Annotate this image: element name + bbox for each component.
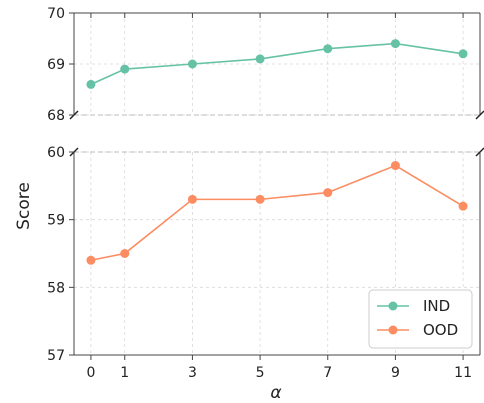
legend-marker-ood bbox=[388, 325, 398, 335]
x-axis: 0 1 3 5 7 9 11 bbox=[86, 355, 472, 381]
data-point-ood bbox=[120, 249, 130, 258]
data-point-ind bbox=[390, 39, 400, 49]
x-tick-label: 3 bbox=[188, 365, 197, 381]
data-point-ind bbox=[187, 59, 197, 69]
x-tick-label: 7 bbox=[323, 365, 332, 381]
data-point-ind bbox=[458, 49, 468, 59]
bottom-panel: 57 58 59 60 bbox=[47, 145, 484, 364]
x-tick-label: 11 bbox=[454, 365, 472, 381]
data-point-ood bbox=[255, 194, 265, 204]
x-axis-title: α bbox=[270, 383, 281, 403]
y-tick-label: 60 bbox=[47, 145, 65, 161]
y-tick-label: 68 bbox=[47, 108, 65, 124]
break-mark bbox=[475, 110, 484, 120]
x-tick-label: 9 bbox=[391, 365, 400, 381]
legend-label-ind: IND bbox=[423, 297, 450, 315]
data-point-ood bbox=[390, 161, 400, 171]
data-point-ind bbox=[323, 44, 333, 54]
y-tick-label: 57 bbox=[47, 348, 65, 364]
data-point-ood bbox=[323, 188, 333, 198]
data-point-ind bbox=[255, 54, 265, 64]
data-point-ood bbox=[187, 194, 197, 204]
data-point-ood bbox=[458, 201, 468, 211]
data-point-ind bbox=[86, 79, 96, 89]
x-tick-label: 5 bbox=[256, 365, 265, 381]
legend-marker-ind bbox=[388, 301, 398, 311]
top-panel: 68 69 70 bbox=[47, 6, 484, 124]
y-tick-label: 69 bbox=[47, 57, 65, 73]
legend-box bbox=[368, 289, 473, 349]
legend-label-ood: OOD bbox=[423, 321, 458, 339]
data-point-ood bbox=[86, 255, 96, 265]
break-mark bbox=[475, 147, 484, 157]
x-tick-label: 0 bbox=[86, 365, 95, 381]
legend: IND OOD bbox=[368, 289, 473, 349]
y-tick-label: 58 bbox=[47, 280, 65, 296]
y-tick-label: 70 bbox=[47, 6, 65, 22]
data-point-ind bbox=[120, 64, 130, 74]
x-tick-label: 1 bbox=[120, 365, 129, 381]
y-tick-label: 59 bbox=[47, 213, 65, 229]
y-axis-title: Score bbox=[14, 182, 34, 230]
series-line-ood bbox=[90, 164, 464, 262]
